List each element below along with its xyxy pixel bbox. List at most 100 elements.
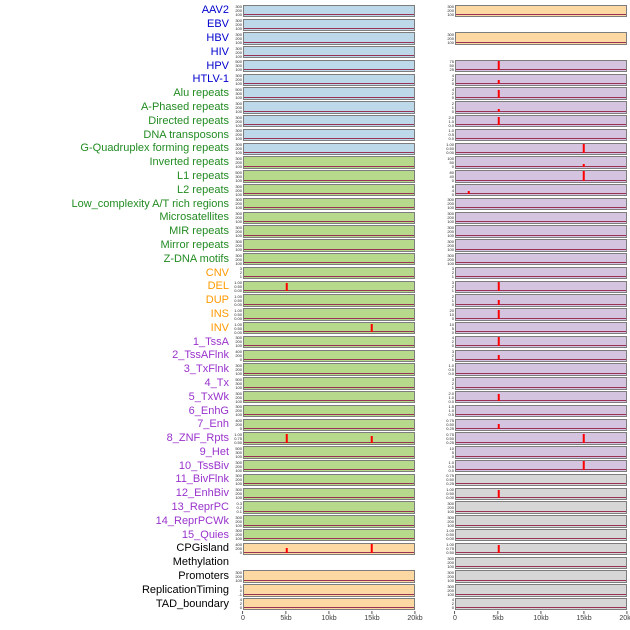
track-label: 15_Quies bbox=[181, 529, 229, 541]
left-y-axis-ticks: 1.00 0.50 0.00 bbox=[232, 322, 243, 334]
y-tick-label: 200 bbox=[235, 159, 242, 165]
y-tick-label: 25 bbox=[449, 67, 454, 73]
left-signal-panel bbox=[243, 363, 415, 376]
y-tick-label: 1.0 bbox=[448, 363, 454, 368]
left-y-axis-ticks: 300 200 100 bbox=[232, 460, 243, 472]
track-label: DUP bbox=[205, 295, 229, 307]
left-signal-panel bbox=[243, 460, 415, 473]
y-tick-label: 300 bbox=[235, 404, 242, 410]
right-signal-panel bbox=[455, 59, 627, 73]
right-y-axis-ticks: 0.75 0.50 0.25 bbox=[444, 419, 455, 431]
y-tick-label: 200 bbox=[235, 573, 242, 579]
signal-spike bbox=[497, 354, 500, 361]
y-tick-label: 0.50 bbox=[234, 284, 242, 290]
y-tick-label: 0.00 bbox=[446, 150, 454, 156]
left-signal-panel bbox=[243, 253, 415, 266]
track-label: Microsatellites bbox=[159, 212, 229, 224]
left-signal-panel bbox=[243, 308, 415, 321]
signal-baseline bbox=[244, 276, 414, 278]
signal-baseline bbox=[244, 110, 414, 112]
signal-baseline bbox=[244, 193, 414, 195]
y-tick-label: 200 bbox=[447, 560, 454, 566]
signal-baseline bbox=[456, 483, 626, 485]
signal-baseline bbox=[244, 483, 414, 485]
signal-baseline bbox=[244, 593, 414, 595]
y-tick-label: 1.00 bbox=[234, 308, 242, 313]
y-tick-label: 2 bbox=[451, 101, 454, 106]
right-y-axis-ticks: 100 50 0 bbox=[444, 156, 455, 168]
x-tick-label: 5kb bbox=[492, 611, 504, 622]
track-label: 1_TssA bbox=[192, 336, 229, 348]
y-tick-label: 400 bbox=[235, 418, 242, 424]
x-tick-label: 10kb bbox=[533, 611, 549, 622]
y-tick-label: 100 bbox=[447, 522, 454, 528]
signal-baseline bbox=[244, 248, 414, 250]
y-tick-label: 300 bbox=[447, 253, 454, 258]
track-row: Mirror repeats 300 200 100 300 200 100 bbox=[0, 239, 630, 253]
y-tick-label: 0.5 bbox=[448, 132, 454, 138]
y-tick-label: 100 bbox=[235, 12, 242, 18]
y-tick-label: 0.50 bbox=[446, 532, 454, 538]
left-y-axis-ticks: 300 200 100 bbox=[232, 225, 243, 237]
y-tick-label: 0 bbox=[239, 587, 242, 593]
y-tick-label: 300 bbox=[235, 142, 242, 148]
signal-baseline bbox=[456, 96, 626, 98]
signal-spike bbox=[497, 80, 500, 85]
track-label: EBV bbox=[206, 19, 229, 31]
track-row: DUP 1.00 0.50 0.00 2 1 0 bbox=[0, 294, 630, 308]
right-signal-panel bbox=[455, 294, 627, 307]
left-y-axis-ticks: 300 200 100 bbox=[232, 405, 243, 417]
y-tick-label: 300 bbox=[447, 584, 454, 589]
y-tick-label: 200 bbox=[235, 546, 242, 552]
left-y-axis-ticks: 420-2-4 bbox=[232, 598, 243, 610]
y-tick-label: 1.0 bbox=[448, 118, 454, 124]
signal-baseline bbox=[456, 138, 626, 140]
y-tick-label: 1.00 bbox=[446, 542, 454, 548]
signal-baseline bbox=[456, 41, 626, 43]
y-tick-label: 300 bbox=[235, 4, 242, 10]
track-row: INV 1.00 0.50 0.00 10 5 0 bbox=[0, 321, 630, 335]
right-signal-panel bbox=[455, 418, 627, 431]
y-tick-label: 100 bbox=[235, 122, 242, 128]
left-y-axis-ticks: 300 200 100 bbox=[232, 5, 243, 17]
left-y-axis-ticks: 1.00 0.50 0.00 bbox=[232, 308, 243, 320]
y-tick-label: 0.50 bbox=[234, 325, 242, 331]
track-row: Directed repeats 300 200 100 2.0 1.0 0.0 bbox=[0, 114, 630, 128]
signal-baseline bbox=[244, 138, 414, 140]
track-row: Promoters 300 200 100 300 200 100 bbox=[0, 570, 630, 584]
right-y-axis-ticks: 1.00 0.50 0.00 bbox=[444, 143, 455, 155]
signal-baseline bbox=[244, 165, 414, 167]
y-tick-label: 100 bbox=[235, 453, 242, 459]
y-tick-label: 100 bbox=[235, 495, 242, 500]
y-tick-label: 2 bbox=[239, 601, 242, 607]
y-tick-label: 0 bbox=[451, 177, 454, 183]
left-y-axis-ticks: 300 200 100 bbox=[232, 488, 243, 500]
signal-baseline bbox=[456, 179, 626, 181]
y-tick-label: 300 bbox=[235, 449, 242, 455]
track-label: A-Phased repeats bbox=[140, 101, 229, 113]
right-signal-panel bbox=[455, 515, 627, 528]
signal-baseline bbox=[456, 14, 626, 16]
signal-baseline bbox=[244, 69, 414, 71]
track-row: 12_EnhBiv 300 200 100 1.00 0.50 0.00 bbox=[0, 487, 630, 501]
track-row: HPV 500 300 100 75 50 25 bbox=[0, 59, 630, 73]
signal-baseline bbox=[244, 607, 414, 609]
left-y-axis-ticks: 300 200 100 bbox=[232, 363, 243, 375]
right-y-axis-ticks: 300 200 100 bbox=[444, 32, 455, 44]
left-signal-panel bbox=[243, 266, 415, 280]
signal-baseline bbox=[456, 579, 626, 581]
track-row: 11_BivFlnk 300 200 100 0.75 0.50 0.25 bbox=[0, 473, 630, 487]
signal-baseline bbox=[244, 27, 414, 29]
y-tick-label: 75 bbox=[449, 59, 454, 65]
right-signal-panel bbox=[455, 584, 627, 597]
right-y-axis-ticks: 300 200 100 bbox=[444, 198, 455, 210]
y-tick-label: 300 bbox=[235, 173, 242, 179]
y-tick-label: 1 bbox=[451, 384, 454, 390]
right-y-axis-ticks: 1.000.750.500.25 bbox=[444, 543, 455, 555]
track-label: 8_ZNF_Rpts bbox=[166, 433, 229, 445]
right-signal-panel bbox=[455, 487, 627, 500]
left-y-axis-ticks: 300 200 100 bbox=[232, 101, 243, 113]
y-tick-label: 4 bbox=[451, 187, 454, 193]
